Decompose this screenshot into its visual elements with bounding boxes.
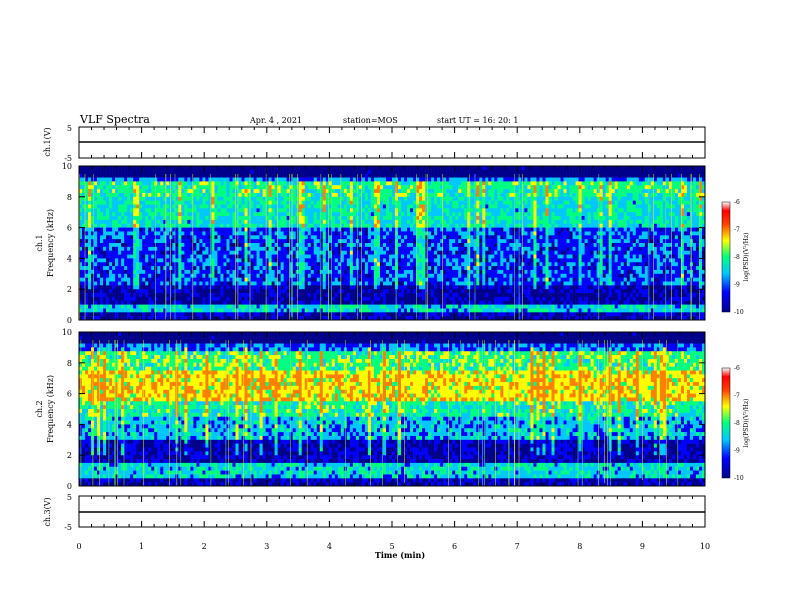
date-label: Apr. 4 , 2021 (249, 116, 302, 125)
x-tick-label: 4 (327, 542, 332, 551)
ch3-waveform-ylabel: ch.3(V) (43, 497, 52, 526)
x-tick-label: 10 (700, 542, 710, 551)
colorbar-tick-label: -10 (734, 309, 744, 316)
ch1-colorbar-label: log(PSD)(V²/Hz) (743, 233, 750, 282)
ch1-colorbar: -6 -7 -8 -9 -10 log(PSD)(V²/Hz) (721, 199, 750, 316)
ch3-waveform-panel: 5 -5 ch.3(V) (43, 493, 706, 532)
ch1-ytick-top: 5 (67, 124, 72, 133)
station-label: station=MOS (343, 116, 398, 125)
ch2-colorbar: -6 -7 -8 -9 -10 log(PSD)(V²/Hz) (721, 365, 750, 482)
ch2-spectrogram-image (79, 332, 706, 487)
freq-tick-label: 4 (67, 254, 72, 263)
ch1-spectrogram-image (79, 166, 706, 321)
ch1-spectrogram-panel: 0 2 4 6 8 10 ch.1 Frequency (kHz) (35, 162, 706, 325)
x-tick-label: 1 (139, 542, 144, 551)
ch1-waveform-ylabel: ch.1(V) (43, 127, 52, 156)
freq-tick-label: 6 (67, 224, 72, 233)
freq-tick-label: 4 (67, 420, 72, 429)
x-axis-label: Time (min) (375, 550, 425, 560)
x-tick-label: 0 (76, 542, 81, 551)
ch1-waveform-panel: 5 -5 ch.1(V) (43, 124, 706, 163)
ch2-spectrogram-panel: 0 2 4 6 8 10 ch.2 Frequency (kHz) (35, 328, 706, 491)
x-tick-label: 2 (202, 542, 207, 551)
ch2-channel-label: ch.2 (35, 400, 44, 417)
freq-tick-label: 2 (67, 451, 72, 460)
ch3-ytick-bottom: -5 (64, 523, 72, 532)
ch2-freq-ylabel: Frequency (kHz) (46, 375, 55, 443)
freq-tick-label: 6 (67, 390, 72, 399)
colorbar-tick-label: -6 (734, 199, 740, 206)
ch1-ytick-bottom: -5 (64, 154, 72, 163)
ch3-ytick-top: 5 (67, 493, 72, 502)
freq-tick-label: 2 (67, 285, 72, 294)
colorbar-tick-label: -7 (734, 227, 740, 234)
freq-tick-label: 8 (67, 193, 72, 202)
x-axis-ticks: 0 1 2 3 4 5 6 7 8 9 10 (76, 127, 710, 551)
colorbar-tick-label: -10 (734, 475, 744, 482)
start-time-label: start UT = 16: 20: 1 (437, 116, 518, 125)
figure-title: VLF Spectra (79, 113, 150, 126)
freq-tick-label: 10 (62, 162, 72, 171)
ch1-freq-ylabel: Frequency (kHz) (46, 209, 55, 277)
ch1-freq-ticks: 0 2 4 6 8 10 (62, 162, 705, 325)
colorbar-tick-label: -8 (734, 254, 740, 261)
ch1-channel-label: ch.1 (35, 234, 44, 251)
freq-tick-label: 8 (67, 359, 72, 368)
ch2-freq-ticks: 0 2 4 6 8 10 (62, 328, 705, 491)
ch1-colorbar-scale (721, 201, 731, 313)
colorbar-tick-label: -9 (734, 282, 740, 289)
colorbar-tick-label: -7 (734, 393, 740, 400)
colorbar-tick-label: -6 (734, 365, 740, 372)
ch2-colorbar-label: log(PSD)(V²/Hz) (743, 399, 750, 448)
colorbar-tick-label: -8 (734, 420, 740, 427)
x-tick-label: 3 (264, 542, 269, 551)
x-tick-label: 9 (640, 542, 645, 551)
colorbar-tick-label: -9 (734, 448, 740, 455)
x-tick-label: 7 (515, 542, 520, 551)
ch2-colorbar-scale (721, 367, 731, 479)
x-tick-label: 8 (577, 542, 582, 551)
x-tick-label: 6 (452, 542, 457, 551)
x-tick-label: 5 (389, 542, 394, 551)
freq-tick-label: 0 (67, 482, 72, 491)
freq-tick-label: 10 (62, 328, 72, 337)
freq-tick-label: 0 (67, 316, 72, 325)
